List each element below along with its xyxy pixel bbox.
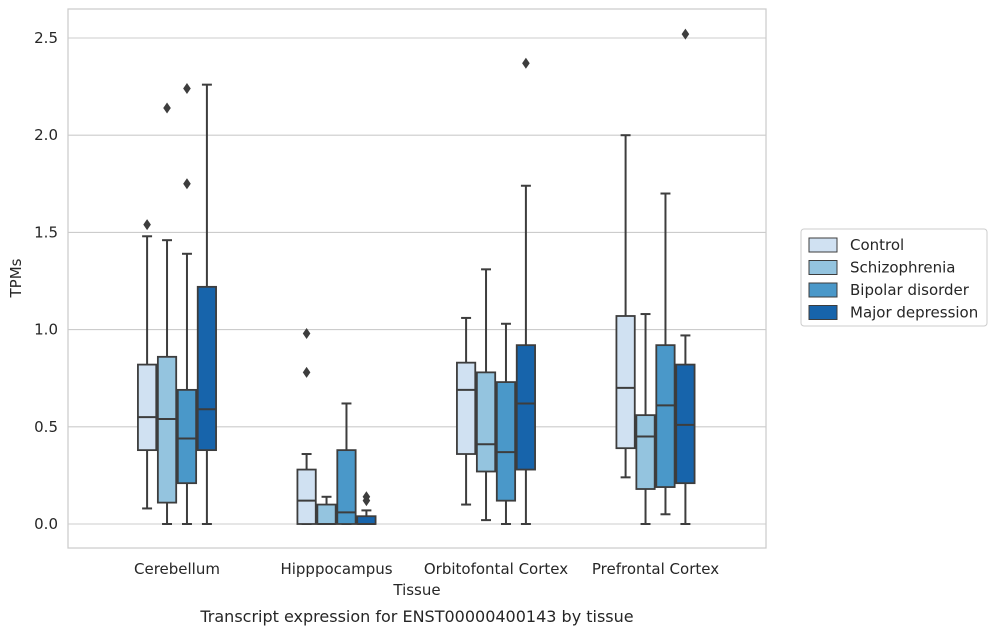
- box-iqr: [635, 414, 656, 490]
- box-iqr: [296, 468, 317, 525]
- box-iqr: [336, 449, 357, 525]
- box-3-1: [635, 313, 656, 525]
- legend-label: Control: [850, 236, 904, 254]
- plot-frame: [67, 8, 767, 549]
- outlier-point: [302, 327, 311, 339]
- y-tick-label: 0.0: [34, 515, 58, 533]
- legend-swatch: [808, 282, 838, 298]
- box-iqr: [515, 344, 536, 471]
- legend-label: Schizophrenia: [850, 259, 955, 277]
- x-axis-ticks: Cerebellum Hipppocampus Orbitofontal Corte…: [134, 560, 719, 578]
- legend-swatch: [808, 305, 838, 320]
- box-3-0: [615, 134, 636, 479]
- x-tick-label: Cerebellum: [134, 560, 220, 578]
- outlier-point: [522, 57, 530, 69]
- x-tick-label: Orbitofontal Cortex: [424, 560, 568, 578]
- y-axis-title: TPMs: [7, 258, 25, 298]
- box-iqr: [196, 285, 217, 452]
- boxes: [137, 28, 696, 525]
- box-1-0: [296, 327, 317, 525]
- box-2-1: [475, 268, 497, 522]
- outlier-point: [681, 28, 690, 40]
- box-3-2: [655, 192, 676, 516]
- box-iqr: [176, 388, 198, 485]
- box-iqr: [615, 315, 636, 450]
- box-iqr: [495, 381, 517, 502]
- box-iqr: [655, 344, 676, 488]
- outlier-point: [163, 102, 171, 114]
- legend-frame: [800, 228, 988, 327]
- box-iqr: [456, 361, 477, 455]
- box-1-2: [336, 402, 357, 525]
- box-iqr: [475, 371, 497, 473]
- y-tick-label: 0.5: [34, 418, 58, 436]
- outlier-point: [302, 366, 311, 378]
- box-2-2: [495, 322, 517, 525]
- box-iqr: [156, 355, 178, 504]
- box-3-3: [675, 28, 696, 525]
- x-axis-title: Tissue: [392, 581, 440, 599]
- box-1-1: [316, 495, 337, 525]
- box-iqr: [316, 503, 337, 525]
- y-tick-label: 2.5: [34, 29, 58, 47]
- box-0-3: [196, 83, 217, 525]
- box-0-2: [176, 83, 198, 525]
- box-iqr: [137, 363, 158, 452]
- outlier-point: [143, 219, 151, 231]
- x-tick-label: Hipppocampus: [280, 560, 392, 578]
- y-tick-label: 1.5: [34, 223, 58, 241]
- outlier-point: [183, 83, 191, 95]
- figure-caption: Transcript expression for ENST0000040014…: [199, 607, 633, 626]
- box-iqr: [356, 515, 377, 525]
- box-1-3: [356, 491, 377, 525]
- legend: Control Schizophrenia Bipolar disorder Majo…: [800, 228, 988, 327]
- outlier-point: [183, 178, 191, 190]
- y-tick-label: 2.0: [34, 126, 58, 144]
- box-0-1: [156, 102, 178, 525]
- y-tick-label: 1.0: [34, 321, 58, 339]
- box-2-3: [515, 57, 536, 525]
- legend-label: Major depression: [850, 304, 978, 322]
- box-2-0: [456, 316, 477, 506]
- x-tick-label: Prefrontal Cortex: [592, 560, 719, 578]
- legend-label: Bipolar disorder: [850, 281, 970, 299]
- y-axis-ticks: 0.0 0.5 1.0 1.5 2.0 2.5: [34, 29, 58, 533]
- box-0-0: [137, 219, 158, 510]
- legend-swatch: [808, 260, 838, 275]
- outlier-point: [362, 491, 371, 503]
- legend-swatch: [808, 237, 838, 253]
